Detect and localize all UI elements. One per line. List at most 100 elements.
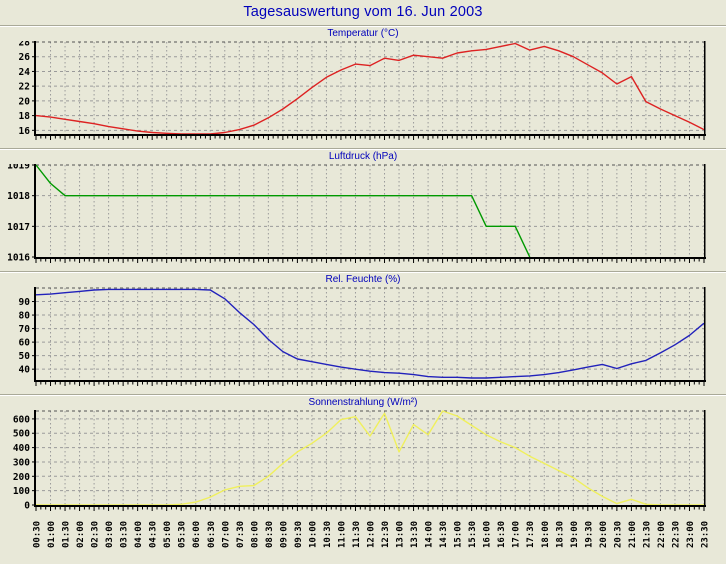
- x-tick-label: 06:30: [207, 521, 217, 548]
- y-axis: [34, 41, 36, 135]
- y-tick-label: 200: [13, 472, 30, 483]
- x-tick-label: 04:00: [134, 521, 144, 548]
- humidity-chart-title: Rel. Feuchte (%): [325, 274, 401, 285]
- radiation-chart-title: Sonnenstrahlung (W/m²): [308, 397, 418, 408]
- x-tick-label: 05:30: [178, 521, 188, 548]
- y-tick-label: 60: [19, 338, 31, 349]
- x-tick-label: 21:00: [628, 521, 638, 548]
- y-axis: [34, 410, 36, 506]
- x-tick-label: 21:30: [642, 521, 652, 548]
- y-tick-label: 16: [19, 126, 31, 137]
- y-tick-label: 70: [19, 324, 31, 335]
- x-tick-label: 16:00: [483, 521, 493, 548]
- y-tick-label: 90: [19, 297, 31, 308]
- x-tick-label: 18:30: [555, 521, 565, 548]
- x-tick-label: 03:30: [120, 521, 130, 548]
- temperature-chart-title: Temperatur (°C): [327, 28, 399, 39]
- page-header: Tagesauswertung vom 16. Jun 2003: [0, 0, 726, 26]
- x-tick-label: 06:00: [192, 521, 202, 548]
- x-tick-label: 08:00: [250, 521, 260, 548]
- radiation-chart-section: Sonnenstrahlung (W/m²) 0 100 200 300 400 500 6…: [0, 394, 726, 551]
- x-axis: [34, 257, 706, 259]
- x-tick-label: 03:00: [105, 521, 115, 548]
- x-tick-label: 19:00: [570, 521, 580, 548]
- x-tick-label: 11:30: [352, 521, 362, 548]
- x-tick-label: 07:30: [236, 521, 246, 548]
- y-tick-label: 18: [19, 111, 31, 122]
- y-tick-label: 1016: [7, 253, 30, 264]
- plot-right-border: [704, 410, 706, 507]
- x-tick-label: 11:00: [338, 521, 348, 548]
- x-tick-label: 08:30: [265, 521, 275, 548]
- pressure-chart-section: Luftdruck (hPa) 1016 1017 1018 1019: [0, 148, 726, 271]
- y-tick-label: 300: [13, 457, 30, 468]
- x-tick-label: 04:30: [149, 521, 159, 548]
- x-tick-label: 19:30: [584, 521, 594, 548]
- x-tick-label: 12:30: [381, 521, 391, 548]
- x-tick-label: 22:30: [672, 521, 682, 548]
- humidity-chart-section: Rel. Feuchte (%) 40 50 60 70 80 90: [0, 271, 726, 394]
- x-tick-label: 02:00: [76, 521, 86, 548]
- y-tick-label: 28: [19, 41, 31, 49]
- x-tick-label: 00:30: [33, 521, 43, 548]
- y-tick-label: 1017: [7, 222, 30, 233]
- x-tick-label: 07:00: [221, 521, 231, 548]
- x-tick-label: 05:00: [163, 521, 173, 548]
- plot-right-border: [704, 164, 706, 259]
- x-axis: [34, 505, 706, 507]
- pressure-plot: 1016 1017 1018 1019: [7, 164, 706, 264]
- x-tick-label: 02:30: [91, 521, 101, 548]
- y-axis: [34, 164, 36, 258]
- humidity-plot: 40 50 60 70 80 90: [19, 287, 706, 386]
- y-tick-label: 26: [19, 52, 31, 63]
- x-tick-label: 17:30: [526, 521, 536, 548]
- temperature-chart-section: Temperatur (°C) 16 18 20 22 24 26 28: [0, 26, 726, 148]
- y-tick-label: 400: [13, 443, 30, 454]
- y-tick-label: 1018: [7, 191, 30, 202]
- x-tick-label: 16:30: [497, 521, 507, 548]
- x-tick-label: 10:30: [323, 521, 333, 548]
- x-tick-label: 09:00: [279, 521, 289, 548]
- data-line: [35, 42, 705, 135]
- data-line: [36, 410, 704, 506]
- y-tick-label: 40: [19, 365, 31, 376]
- data-line: [35, 164, 531, 258]
- x-tick-label: 01:30: [62, 521, 72, 548]
- y-tick-label: 80: [19, 311, 31, 322]
- data-line: [35, 288, 705, 379]
- radiation-plot: 0 100 200 300 400 500 600 00:30 01:00 01:30 02:00 0…: [13, 410, 711, 548]
- x-tick-label: 18:00: [541, 521, 551, 548]
- y-tick-label: 22: [19, 82, 30, 93]
- x-axis: [34, 380, 706, 382]
- x-tick-label: 10:00: [308, 521, 318, 548]
- page-title: Tagesauswertung vom 16. Jun 2003: [243, 4, 483, 20]
- x-tick-label: 14:30: [439, 521, 449, 548]
- x-tick-label: 09:30: [294, 521, 304, 548]
- x-tick-label: 20:00: [599, 521, 609, 548]
- x-tick-label: 20:30: [613, 521, 623, 548]
- x-tick-label: 15:00: [454, 521, 464, 548]
- y-tick-label: 50: [19, 351, 31, 362]
- x-tick-label: 23:30: [701, 521, 711, 548]
- x-tick-label: 01:00: [47, 521, 57, 548]
- y-tick-label: 24: [19, 67, 31, 78]
- y-axis: [34, 287, 36, 381]
- x-tick-label: 13:00: [396, 521, 406, 548]
- y-tick-label: 1019: [7, 164, 30, 172]
- y-tick-label: 20: [19, 96, 31, 107]
- x-tick-label: 17:00: [512, 521, 522, 548]
- x-tick-label: 23:00: [686, 521, 696, 548]
- y-tick-label: 100: [13, 486, 30, 497]
- x-tick-label: 14:00: [425, 521, 435, 548]
- temperature-plot: 16 18 20 22 24 26 28: [19, 41, 706, 140]
- x-axis: [34, 134, 706, 136]
- x-tick-label: 15:30: [468, 521, 478, 548]
- y-tick-label: 600: [13, 414, 30, 425]
- plot-right-border: [704, 287, 706, 382]
- x-tick-label: 22:00: [657, 521, 667, 548]
- x-tick-label: 12:00: [367, 521, 377, 548]
- x-tick-label: 13:30: [410, 521, 420, 548]
- pressure-chart-title: Luftdruck (hPa): [328, 151, 398, 162]
- y-tick-label: 500: [13, 429, 30, 440]
